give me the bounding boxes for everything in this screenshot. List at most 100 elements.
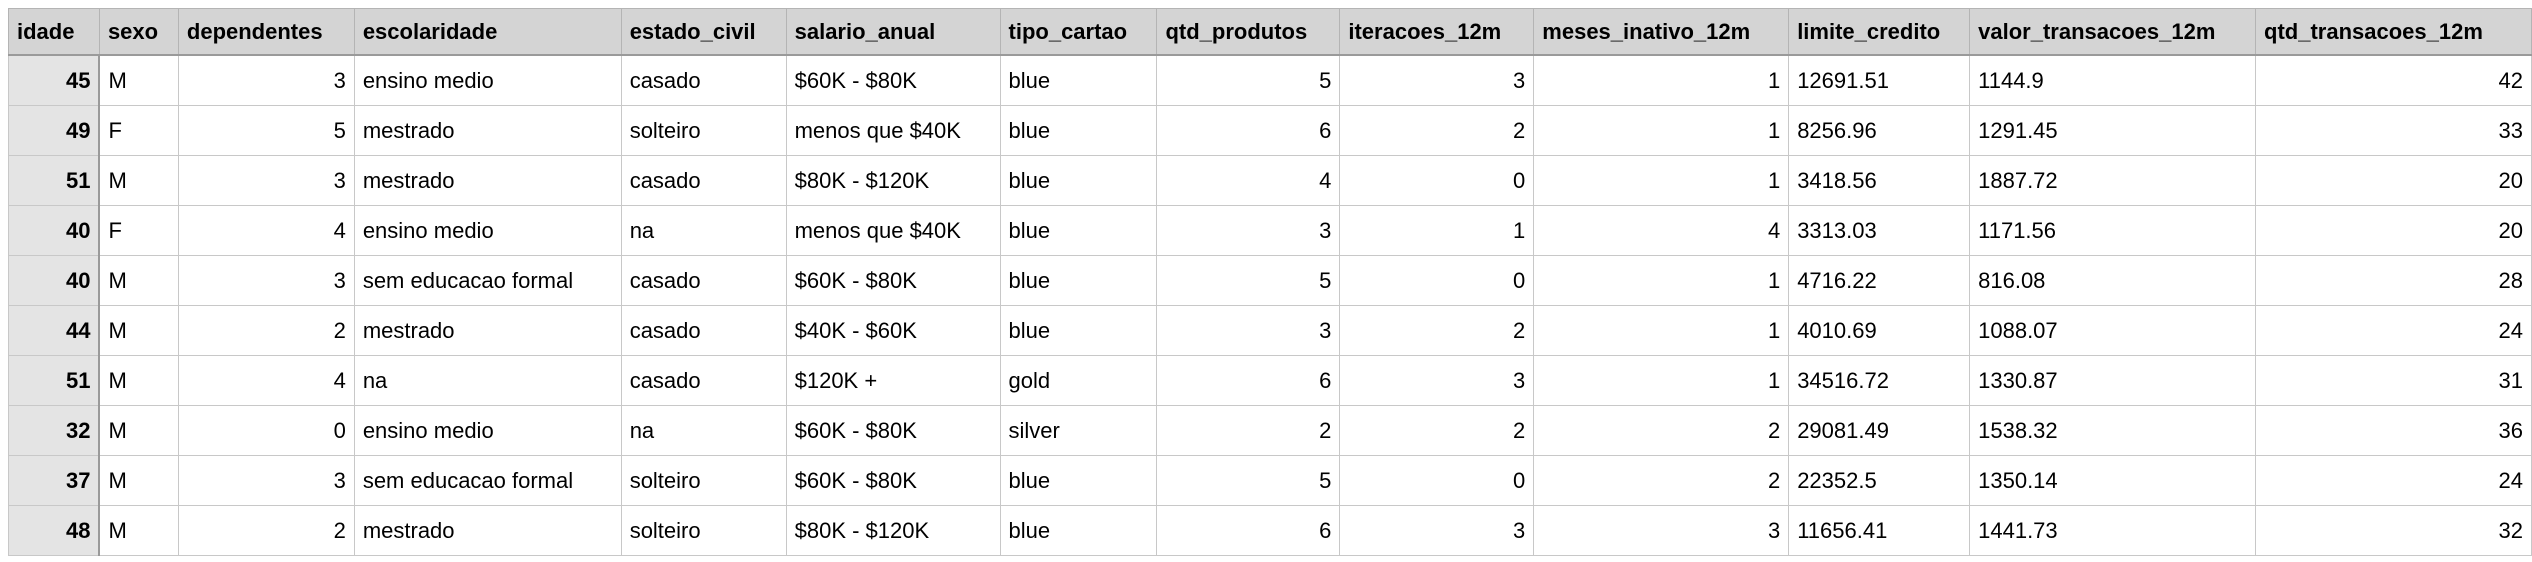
cell-valor-transacoes-12m[interactable]: 1291.45 xyxy=(1969,105,2257,156)
cell-escolaridade[interactable]: mestrado xyxy=(353,155,622,206)
column-header-salario-anual[interactable]: salario_anual xyxy=(785,8,1001,56)
cell-salario-anual[interactable]: $60K - $80K xyxy=(785,405,1001,456)
column-header-qtd-produtos[interactable]: qtd_produtos xyxy=(1156,8,1341,56)
cell-iteracoes-12m[interactable]: 0 xyxy=(1339,455,1535,506)
cell-meses-inativo-12m[interactable]: 2 xyxy=(1533,455,1790,506)
cell-limite-credito[interactable]: 11656.41 xyxy=(1788,505,1971,556)
cell-salario-anual[interactable]: $60K - $80K xyxy=(785,455,1001,506)
cell-qtd-produtos[interactable]: 3 xyxy=(1156,305,1341,356)
cell-tipo-cartao[interactable]: blue xyxy=(999,255,1158,306)
cell-sexo[interactable]: M xyxy=(98,455,179,506)
cell-meses-inativo-12m[interactable]: 1 xyxy=(1533,105,1790,156)
cell-sexo[interactable]: M xyxy=(98,405,179,456)
cell-dependentes[interactable]: 3 xyxy=(177,54,355,106)
cell-limite-credito[interactable]: 12691.51 xyxy=(1788,54,1971,106)
cell-limite-credito[interactable]: 4010.69 xyxy=(1788,305,1971,356)
cell-salario-anual[interactable]: $40K - $60K xyxy=(785,305,1001,356)
cell-qtd-produtos[interactable]: 6 xyxy=(1156,105,1341,156)
cell-qtd-produtos[interactable]: 4 xyxy=(1156,155,1341,206)
cell-tipo-cartao[interactable]: blue xyxy=(999,505,1158,556)
cell-sexo[interactable]: M xyxy=(98,505,179,556)
cell-valor-transacoes-12m[interactable]: 1887.72 xyxy=(1969,155,2257,206)
cell-qtd-produtos[interactable]: 5 xyxy=(1156,255,1341,306)
cell-tipo-cartao[interactable]: blue xyxy=(999,155,1158,206)
cell-iteracoes-12m[interactable]: 1 xyxy=(1339,205,1535,256)
cell-idade[interactable]: 51 xyxy=(8,355,101,406)
column-header-limite-credito[interactable]: limite_credito xyxy=(1788,8,1971,56)
cell-meses-inativo-12m[interactable]: 1 xyxy=(1533,54,1790,106)
cell-iteracoes-12m[interactable]: 2 xyxy=(1339,105,1535,156)
cell-qtd-produtos[interactable]: 6 xyxy=(1156,505,1341,556)
cell-iteracoes-12m[interactable]: 2 xyxy=(1339,405,1535,456)
column-header-tipo-cartao[interactable]: tipo_cartao xyxy=(999,8,1158,56)
cell-idade[interactable]: 32 xyxy=(8,405,101,456)
cell-limite-credito[interactable]: 29081.49 xyxy=(1788,405,1971,456)
cell-valor-transacoes-12m[interactable]: 816.08 xyxy=(1969,255,2257,306)
cell-limite-credito[interactable]: 4716.22 xyxy=(1788,255,1971,306)
cell-dependentes[interactable]: 2 xyxy=(177,505,355,556)
column-header-iteracoes-12m[interactable]: iteracoes_12m xyxy=(1339,8,1535,56)
cell-idade[interactable]: 45 xyxy=(8,54,101,106)
cell-iteracoes-12m[interactable]: 3 xyxy=(1339,505,1535,556)
cell-dependentes[interactable]: 3 xyxy=(177,455,355,506)
cell-estado-civil[interactable]: solteiro xyxy=(620,105,787,156)
cell-qtd-transacoes-12m[interactable]: 28 xyxy=(2255,255,2532,306)
cell-tipo-cartao[interactable]: blue xyxy=(999,54,1158,106)
cell-qtd-transacoes-12m[interactable]: 42 xyxy=(2255,54,2532,106)
cell-qtd-produtos[interactable]: 5 xyxy=(1156,455,1341,506)
cell-sexo[interactable]: F xyxy=(98,105,179,156)
cell-meses-inativo-12m[interactable]: 1 xyxy=(1533,355,1790,406)
cell-qtd-transacoes-12m[interactable]: 20 xyxy=(2255,205,2532,256)
cell-valor-transacoes-12m[interactable]: 1538.32 xyxy=(1969,405,2257,456)
cell-idade[interactable]: 48 xyxy=(8,505,101,556)
column-header-dependentes[interactable]: dependentes xyxy=(177,8,355,56)
cell-escolaridade[interactable]: mestrado xyxy=(353,105,622,156)
cell-qtd-transacoes-12m[interactable]: 24 xyxy=(2255,455,2532,506)
cell-salario-anual[interactable]: $60K - $80K xyxy=(785,255,1001,306)
column-header-idade[interactable]: idade xyxy=(8,8,100,56)
cell-iteracoes-12m[interactable]: 3 xyxy=(1339,355,1535,406)
cell-estado-civil[interactable]: na xyxy=(620,405,787,456)
cell-qtd-transacoes-12m[interactable]: 31 xyxy=(2255,355,2532,406)
cell-dependentes[interactable]: 4 xyxy=(177,205,355,256)
cell-estado-civil[interactable]: solteiro xyxy=(620,505,787,556)
cell-sexo[interactable]: M xyxy=(98,155,179,206)
column-header-meses-inativo-12m[interactable]: meses_inativo_12m xyxy=(1533,8,1790,56)
cell-valor-transacoes-12m[interactable]: 1350.14 xyxy=(1969,455,2257,506)
cell-escolaridade[interactable]: mestrado xyxy=(353,305,622,356)
cell-escolaridade[interactable]: ensino medio xyxy=(353,405,622,456)
cell-salario-anual[interactable]: menos que $40K xyxy=(785,205,1001,256)
cell-limite-credito[interactable]: 8256.96 xyxy=(1788,105,1971,156)
cell-qtd-produtos[interactable]: 2 xyxy=(1156,405,1341,456)
cell-qtd-transacoes-12m[interactable]: 20 xyxy=(2255,155,2532,206)
cell-iteracoes-12m[interactable]: 2 xyxy=(1339,305,1535,356)
cell-tipo-cartao[interactable]: silver xyxy=(999,405,1158,456)
cell-idade[interactable]: 44 xyxy=(8,305,101,356)
cell-tipo-cartao[interactable]: blue xyxy=(999,105,1158,156)
cell-iteracoes-12m[interactable]: 3 xyxy=(1339,54,1535,106)
cell-dependentes[interactable]: 3 xyxy=(177,255,355,306)
cell-meses-inativo-12m[interactable]: 1 xyxy=(1533,305,1790,356)
cell-estado-civil[interactable]: casado xyxy=(620,54,787,106)
cell-limite-credito[interactable]: 3313.03 xyxy=(1788,205,1971,256)
cell-qtd-transacoes-12m[interactable]: 32 xyxy=(2255,505,2532,556)
cell-sexo[interactable]: F xyxy=(98,205,179,256)
cell-idade[interactable]: 49 xyxy=(8,105,101,156)
column-header-escolaridade[interactable]: escolaridade xyxy=(353,8,622,56)
cell-qtd-transacoes-12m[interactable]: 33 xyxy=(2255,105,2532,156)
cell-limite-credito[interactable]: 3418.56 xyxy=(1788,155,1971,206)
cell-estado-civil[interactable]: casado xyxy=(620,355,787,406)
cell-limite-credito[interactable]: 22352.5 xyxy=(1788,455,1971,506)
cell-tipo-cartao[interactable]: blue xyxy=(999,305,1158,356)
cell-valor-transacoes-12m[interactable]: 1441.73 xyxy=(1969,505,2257,556)
column-header-sexo[interactable]: sexo xyxy=(98,8,179,56)
cell-dependentes[interactable]: 2 xyxy=(177,305,355,356)
cell-qtd-produtos[interactable]: 3 xyxy=(1156,205,1341,256)
cell-escolaridade[interactable]: mestrado xyxy=(353,505,622,556)
cell-escolaridade[interactable]: sem educacao formal xyxy=(353,255,622,306)
cell-idade[interactable]: 40 xyxy=(8,205,101,256)
cell-salario-anual[interactable]: $60K - $80K xyxy=(785,54,1001,106)
cell-iteracoes-12m[interactable]: 0 xyxy=(1339,155,1535,206)
cell-meses-inativo-12m[interactable]: 1 xyxy=(1533,255,1790,306)
cell-idade[interactable]: 40 xyxy=(8,255,101,306)
